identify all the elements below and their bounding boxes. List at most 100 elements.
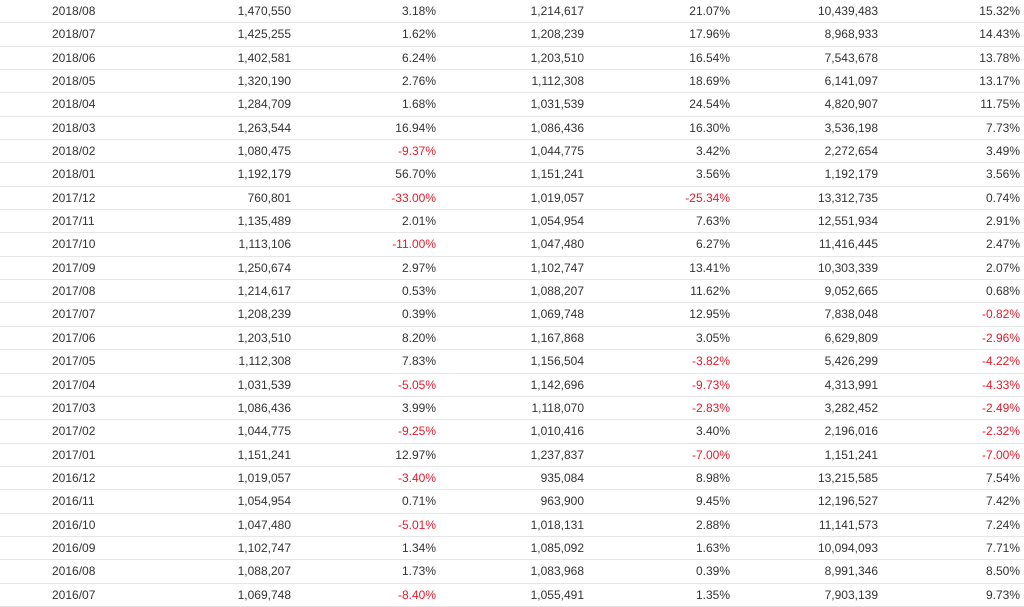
value-cell: 1,047,480 [237,517,291,532]
change-cell: 1.68% [401,97,436,112]
month-cell: 2018/07 [52,27,96,42]
compare-value-cell: 1,102,747 [530,260,584,275]
value-cell: 1,080,475 [237,144,291,159]
cumulative-change-cell: 7.24% [985,517,1020,532]
change-cell: 0.71% [401,494,436,509]
table-row: 2017/01 1,151,241 12.97% 1,237,837 -7.00% 1,1… [0,444,1024,467]
compare-value-cell: 1,088,207 [530,284,584,299]
compare-change-cell: 1.35% [695,587,730,602]
change-cell: -3.40% [397,470,436,485]
compare-value-cell: 1,083,968 [530,564,584,579]
cumulative-value-cell: 13,312,735 [817,190,878,205]
month-cell: 2017/07 [52,307,96,322]
table-row: 2017/10 1,113,106 -11.00% 1,047,480 6.27% 11,… [0,233,1024,257]
value-cell: 1,208,239 [237,307,291,322]
compare-change-cell: 18.69% [689,74,730,89]
table-row: 2017/02 1,044,775 -9.25% 1,010,416 3.40% 2,19… [0,420,1024,444]
compare-change-cell: -9.73% [691,377,730,392]
table-row: 2018/02 1,080,475 -9.37% 1,044,775 3.42% 2,27… [0,140,1024,164]
change-cell: -11.00% [392,237,436,252]
cumulative-value-cell: 10,094,093 [817,540,878,555]
cumulative-value-cell: 11,141,573 [818,517,878,532]
change-cell: 3.99% [401,400,436,415]
month-cell: 2017/10 [52,237,96,252]
cumulative-value-cell: 11,416,445 [818,237,878,252]
cumulative-value-cell: 4,820,907 [824,97,878,112]
compare-change-cell: 1.63% [695,540,730,555]
compare-change-cell: 2.88% [695,517,730,532]
table-row: 2018/06 1,402,581 6.24% 1,203,510 16.54% 7,54… [0,47,1024,71]
cumulative-value-cell: 9,052,665 [824,284,878,299]
compare-value-cell: 1,112,308 [531,74,585,89]
table-row: 2016/11 1,054,954 0.71% 963,900 9.45% 12,196,… [0,490,1024,514]
change-cell: -5.01% [397,517,436,532]
table-row: 2018/07 1,425,255 1.62% 1,208,239 17.96% 8,96… [0,23,1024,47]
value-cell: 1,088,207 [237,564,291,579]
table-row: 2018/05 1,320,190 2.76% 1,112,308 18.69% 6,14… [0,70,1024,94]
month-cell: 2016/09 [52,540,96,555]
cumulative-change-cell: 7.71% [985,540,1020,555]
value-cell: 1,019,057 [237,470,291,485]
cumulative-value-cell: 2,196,016 [824,424,878,439]
change-cell: 2.76% [401,74,436,89]
value-cell: 1,044,775 [237,424,291,439]
month-cell: 2017/01 [52,447,96,462]
value-cell: 760,801 [247,190,291,205]
change-cell: 3.18% [401,4,436,18]
value-cell: 1,250,674 [237,260,291,275]
compare-change-cell: -3.82% [691,354,730,369]
cumulative-change-cell: 3.49% [985,144,1020,159]
compare-value-cell: 1,018,131 [530,517,584,532]
value-cell: 1,263,544 [237,120,291,135]
compare-value-cell: 1,156,504 [530,354,584,369]
cumulative-value-cell: 12,196,527 [817,494,878,509]
compare-value-cell: 1,208,239 [530,27,584,42]
value-cell: 1,031,539 [237,377,291,392]
value-cell: 1,320,190 [237,74,291,89]
cumulative-change-cell: 7.42% [985,494,1020,509]
change-cell: 12.97% [395,447,436,462]
cumulative-change-cell: -4.33% [981,377,1020,392]
month-cell: 2018/01 [52,167,96,182]
cumulative-change-cell: 3.56% [985,167,1020,182]
month-cell: 2018/04 [52,97,96,112]
value-cell: 1,113,106 [238,237,292,252]
month-cell: 2017/05 [52,354,96,369]
table-row: 2016/10 1,047,480 -5.01% 1,018,131 2.88% 11,1… [0,514,1024,537]
compare-change-cell: 8.98% [695,470,730,485]
table-row: 2018/08 1,470,550 3.18% 1,214,617 21.07% 10,4… [0,0,1024,24]
table-row: 2017/03 1,086,436 3.99% 1,118,070 -2.83% 3,28… [0,397,1024,421]
table-row: 2017/11 1,135,489 2.01% 1,054,954 7.63% 12,55… [0,210,1024,234]
cumulative-change-cell: 9.73% [985,587,1020,602]
compare-change-cell: 7.63% [695,214,730,229]
month-cell: 2017/09 [52,260,96,275]
cumulative-value-cell: 8,968,933 [824,27,878,42]
compare-value-cell: 1,118,070 [531,400,585,415]
cumulative-value-cell: 1,151,241 [824,447,878,462]
compare-value-cell: 1,047,480 [530,237,584,252]
month-cell: 2017/08 [52,284,96,299]
cumulative-value-cell: 4,313,991 [824,377,878,392]
month-cell: 2018/05 [52,74,96,89]
compare-value-cell: 1,044,775 [530,144,584,159]
cumulative-value-cell: 10,303,339 [817,260,878,275]
cumulative-value-cell: 12,551,934 [817,214,878,229]
value-cell: 1,402,581 [237,50,291,65]
change-cell: 0.53% [401,284,436,299]
cumulative-value-cell: 13,215,585 [817,470,878,485]
compare-value-cell: 1,019,057 [530,190,584,205]
change-cell: 1.34% [401,540,436,555]
compare-change-cell: -7.00% [691,447,730,462]
cumulative-value-cell: 7,543,678 [824,50,878,65]
compare-value-cell: 1,214,617 [530,4,584,18]
value-cell: 1,054,954 [237,494,291,509]
compare-change-cell: 21.07% [689,4,730,18]
compare-value-cell: 1,085,092 [530,540,584,555]
compare-change-cell: 6.27% [695,237,730,252]
cumulative-value-cell: 3,536,198 [824,120,878,135]
month-cell: 2018/03 [52,120,96,135]
compare-change-cell: 17.96% [689,27,730,42]
change-cell: 56.70% [395,167,436,182]
month-cell: 2016/07 [52,587,96,602]
